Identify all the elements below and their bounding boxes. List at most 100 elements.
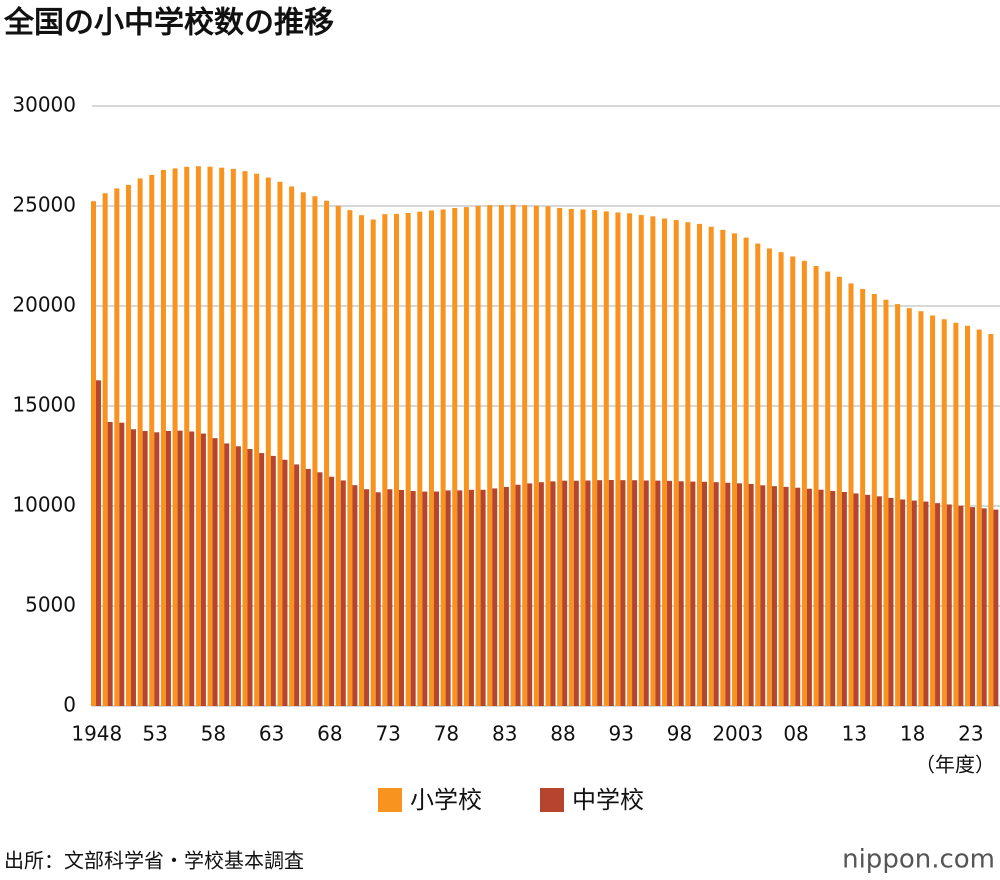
bar [562,480,568,706]
bar [930,315,936,706]
bar [522,205,528,706]
bar [755,243,761,707]
bar [813,266,819,706]
source: 出所：文部科学省・学校基本調査 [4,849,304,873]
bar [207,166,213,707]
x-tick-label: 83 [492,722,517,746]
bar [876,496,882,706]
bar [801,260,807,706]
bar [125,184,131,706]
bar [359,215,365,706]
bar [771,486,777,706]
bar [114,188,120,706]
x-tick-label: 23 [958,722,983,746]
bar [941,319,947,706]
bar [270,455,276,706]
bar [731,233,737,706]
x-tick-label: 73 [375,722,400,746]
y-tick-label: 20000 [12,293,76,317]
bar [697,223,703,706]
legend-label: 中学校 [572,786,644,814]
y-tick-label: 25000 [12,193,76,217]
bar [662,218,668,707]
bar [480,489,486,706]
bar [538,482,544,706]
bar [573,480,579,706]
x-tick-label: 1948 [71,722,122,746]
bar [317,472,323,706]
bar [690,481,696,706]
legend-swatch [378,788,402,812]
bar [848,283,854,706]
bar [871,293,877,706]
bar [778,252,784,706]
bar [585,480,591,706]
bar [294,464,300,706]
bar [254,173,260,706]
bar [935,503,941,706]
bar [981,508,987,706]
bar [860,288,866,706]
bar [592,210,598,707]
bar [906,308,912,706]
bar [557,207,563,707]
bar [643,480,649,706]
bar [888,497,894,706]
bar [883,299,889,706]
bar [766,248,772,706]
bar [853,493,859,706]
bar [177,430,183,706]
bar [830,490,836,706]
bar [790,256,796,706]
bar [900,499,906,706]
bar [515,484,521,706]
bar [841,492,847,706]
bar [265,177,271,707]
bar [667,480,673,706]
bar [405,213,411,706]
bar [946,504,952,706]
bar [96,380,102,706]
bar [760,485,766,706]
bar [725,482,731,706]
x-tick-label: 93 [609,722,634,746]
bar [417,211,423,706]
x-tick-label: 18 [900,722,925,746]
bar [410,490,416,706]
bar [289,186,295,706]
bar [468,489,474,706]
bar [608,480,614,706]
bar [422,491,428,706]
bar [865,494,871,706]
bar [953,322,959,706]
bar [993,509,999,706]
bar [324,200,330,706]
bar [347,210,353,706]
bar [277,181,283,707]
bar [568,208,574,707]
bar [433,491,439,706]
bar [242,171,248,706]
bar [702,481,708,706]
bar [895,304,901,706]
bar [976,329,982,706]
bar [399,489,405,706]
x-tick-label: 13 [842,722,867,746]
bar [119,422,125,706]
bar [475,205,481,706]
legend-swatch [540,788,564,812]
bar [352,485,358,706]
bar [224,443,230,706]
bar [550,481,556,706]
bar [142,431,148,706]
bar [247,449,253,706]
bar [364,489,370,706]
bar [806,488,812,706]
bar [580,209,586,706]
bar [370,219,376,706]
bar [615,212,621,707]
bar [638,215,644,707]
bar [184,166,190,707]
bar [970,507,976,706]
